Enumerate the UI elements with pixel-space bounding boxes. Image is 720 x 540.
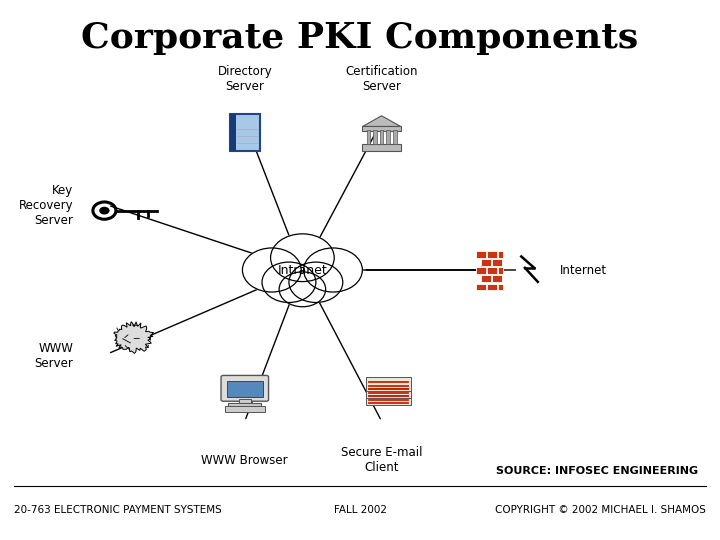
FancyBboxPatch shape [393,131,397,144]
FancyBboxPatch shape [387,131,390,144]
Text: Certification
Server: Certification Server [346,65,418,93]
Text: WWW Browser: WWW Browser [202,454,288,467]
Polygon shape [363,116,400,126]
FancyBboxPatch shape [498,267,503,274]
FancyBboxPatch shape [227,381,263,397]
Text: Corporate PKI Components: Corporate PKI Components [81,21,639,55]
FancyBboxPatch shape [487,267,497,274]
Circle shape [279,272,325,307]
Text: WWW
Server: WWW Server [35,342,73,370]
FancyBboxPatch shape [366,384,411,398]
FancyBboxPatch shape [492,259,502,266]
Circle shape [304,248,362,292]
Circle shape [99,207,109,214]
FancyBboxPatch shape [373,131,377,144]
Text: SOURCE: INFOSEC ENGINEERING: SOURCE: INFOSEC ENGINEERING [496,466,698,476]
FancyBboxPatch shape [487,251,497,258]
FancyBboxPatch shape [476,267,486,274]
Text: Secure E-mail
Client: Secure E-mail Client [341,446,423,474]
FancyBboxPatch shape [366,391,411,405]
FancyBboxPatch shape [230,114,260,151]
Text: Key
Recovery
Server: Key Recovery Server [19,184,73,227]
FancyBboxPatch shape [476,284,486,291]
Text: COPYRIGHT © 2002 MICHAEL I. SHAMOS: COPYRIGHT © 2002 MICHAEL I. SHAMOS [495,505,706,515]
FancyBboxPatch shape [482,275,491,282]
FancyBboxPatch shape [362,126,402,131]
FancyBboxPatch shape [239,399,251,403]
FancyBboxPatch shape [230,114,235,151]
FancyBboxPatch shape [380,131,384,144]
FancyBboxPatch shape [362,144,402,151]
FancyBboxPatch shape [492,275,502,282]
Text: Intranet: Intranet [277,264,328,276]
Circle shape [271,234,334,281]
Circle shape [262,262,316,302]
FancyBboxPatch shape [228,403,261,407]
FancyBboxPatch shape [366,377,411,391]
Text: Internet: Internet [560,264,607,276]
FancyBboxPatch shape [498,251,503,258]
Text: FALL 2002: FALL 2002 [333,505,387,515]
Text: 20-763 ELECTRONIC PAYMENT SYSTEMS: 20-763 ELECTRONIC PAYMENT SYSTEMS [14,505,222,515]
FancyBboxPatch shape [221,375,269,401]
Circle shape [243,248,301,292]
FancyBboxPatch shape [476,251,486,258]
FancyBboxPatch shape [498,284,503,291]
Circle shape [289,262,343,302]
FancyBboxPatch shape [366,131,370,144]
FancyBboxPatch shape [482,259,491,266]
FancyBboxPatch shape [487,284,497,291]
Polygon shape [114,322,153,353]
Text: Directory
Server: Directory Server [217,65,272,93]
FancyBboxPatch shape [225,406,265,412]
